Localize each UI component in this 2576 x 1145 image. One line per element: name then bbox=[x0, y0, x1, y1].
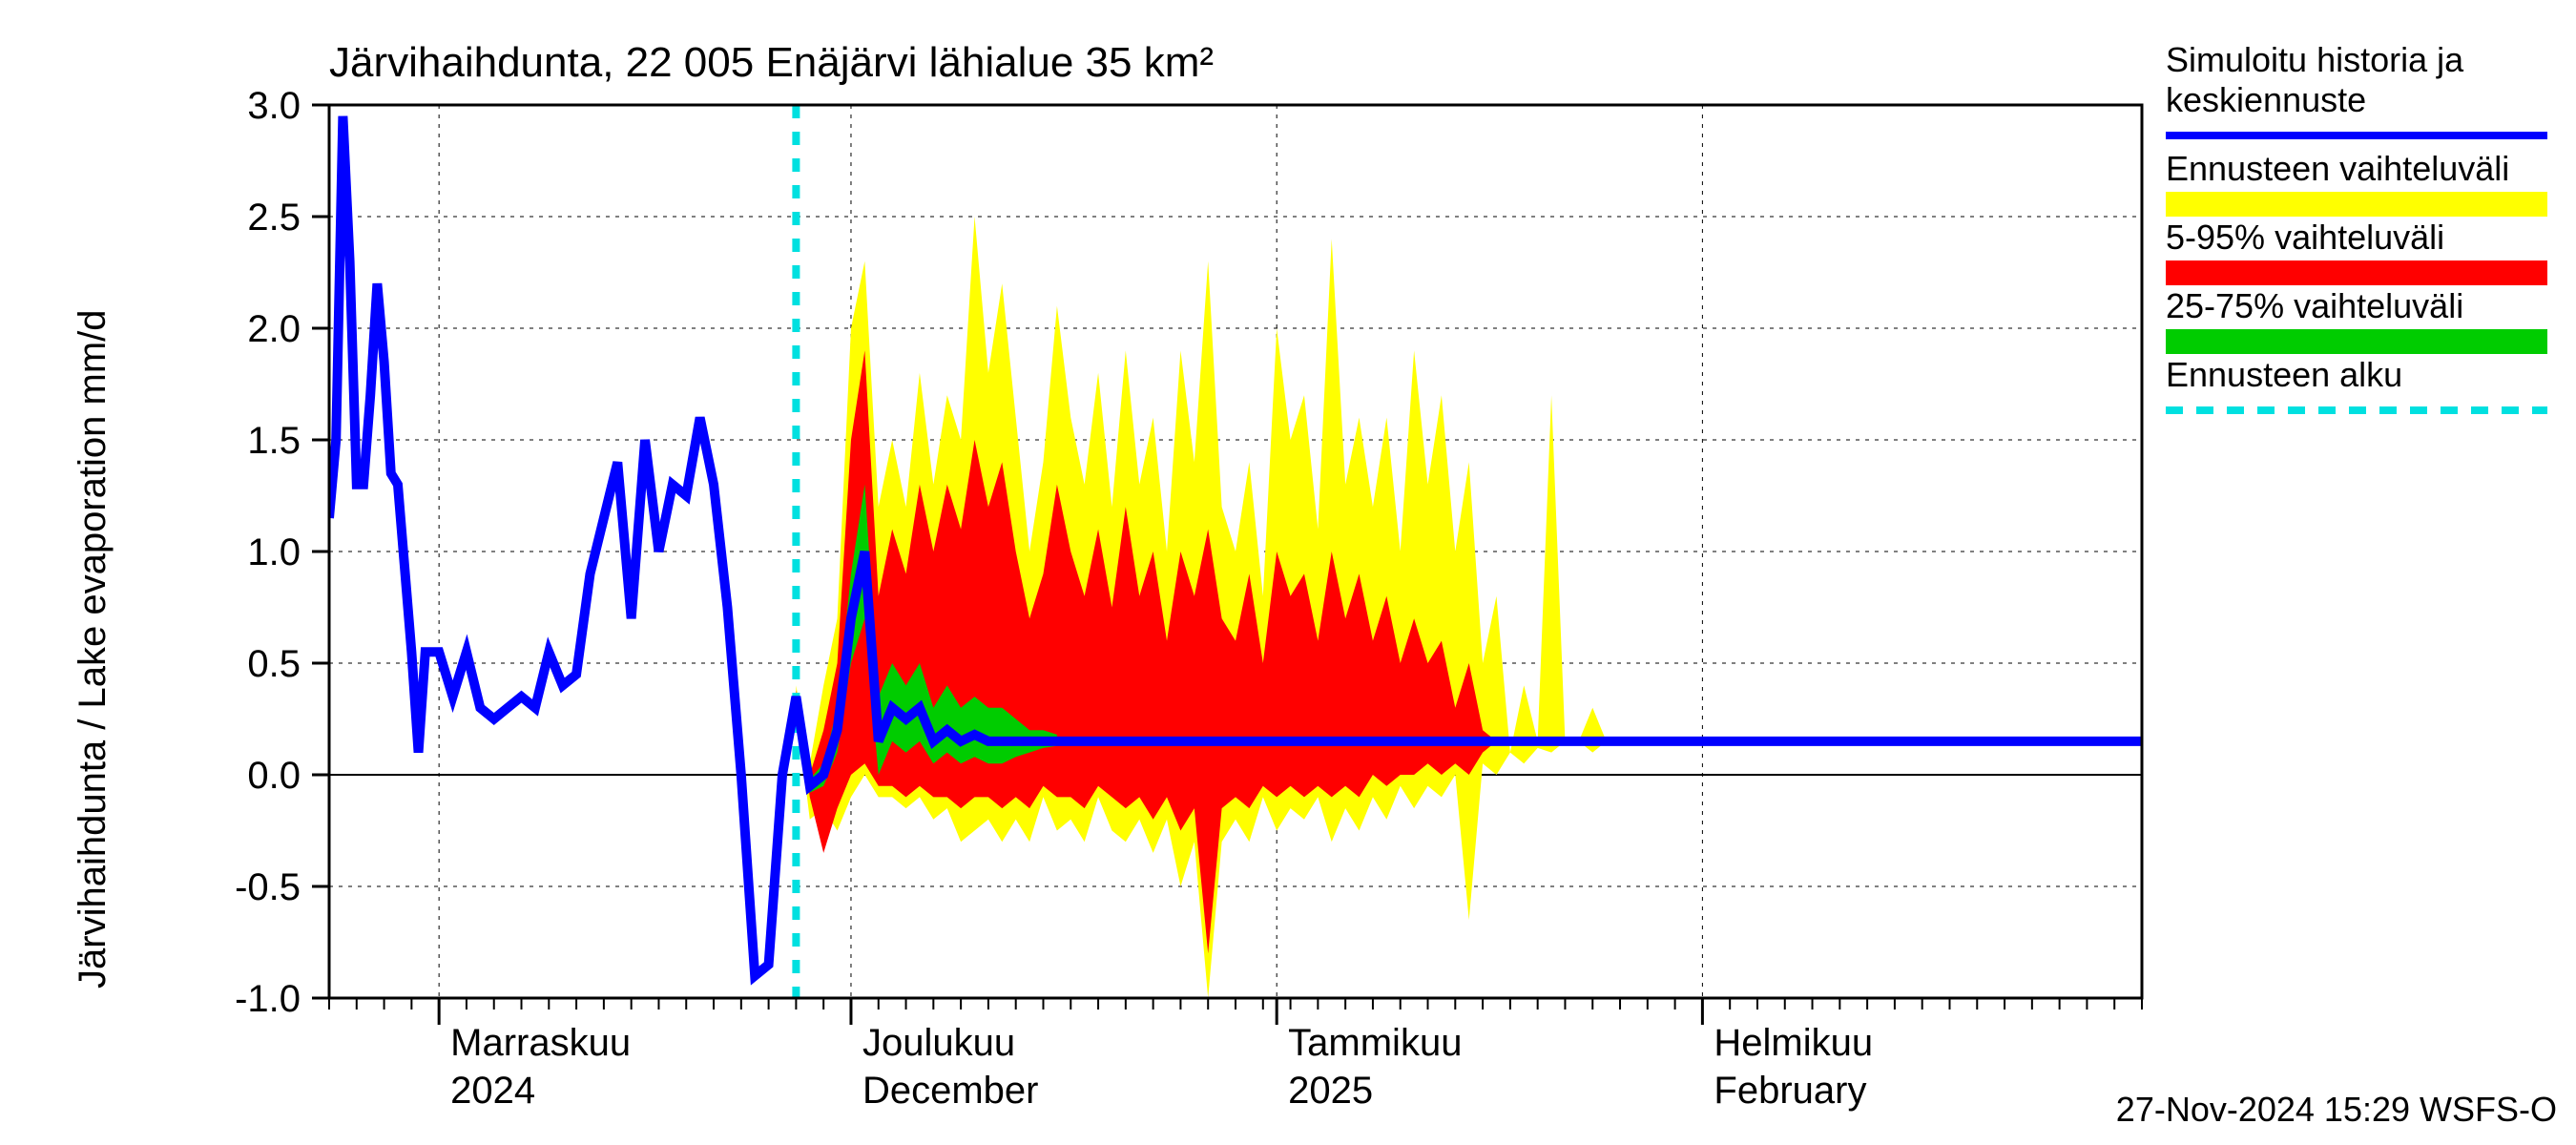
legend-label: 25-75% vaihteluväli bbox=[2166, 286, 2463, 325]
chart-title: Järvihaihdunta, 22 005 Enäjärvi lähialue… bbox=[329, 39, 1214, 86]
month-label-bottom: 2024 bbox=[450, 1070, 535, 1112]
month-label-bottom: February bbox=[1714, 1070, 1866, 1112]
month-label-bottom: 2025 bbox=[1288, 1070, 1373, 1112]
legend-swatch bbox=[2166, 192, 2547, 217]
ytick-label: 0.5 bbox=[247, 643, 301, 685]
month-label-top: Joulukuu bbox=[862, 1022, 1015, 1064]
month-label-top: Tammikuu bbox=[1288, 1022, 1462, 1064]
ytick-label: 3.0 bbox=[247, 85, 301, 127]
legend-label: keskiennuste bbox=[2166, 80, 2366, 119]
series-mean-line bbox=[329, 116, 2142, 976]
chart-svg: -1.0 -0.5 0.0 0.5 1.0 1.5 2.0 2.5 3.0 Marraskuu 20… bbox=[0, 0, 2576, 1145]
ytick-label: 1.0 bbox=[247, 531, 301, 573]
legend-swatch bbox=[2166, 329, 2547, 354]
ytick-label: 2.0 bbox=[247, 308, 301, 350]
ytick-label: 1.5 bbox=[247, 420, 301, 462]
legend-label: Ennusteen alku bbox=[2166, 355, 2402, 394]
month-label-bottom: December bbox=[862, 1070, 1039, 1112]
ytick-label: 2.5 bbox=[247, 197, 301, 239]
ytick-label: 0.0 bbox=[247, 755, 301, 797]
legend-label: Simuloitu historia ja bbox=[2166, 40, 2464, 79]
legend-label: Ennusteen vaihteluväli bbox=[2166, 149, 2509, 188]
band-red bbox=[796, 350, 1496, 953]
month-label-top: Helmikuu bbox=[1714, 1022, 1873, 1064]
y-axis-label: Järvihaihdunta / Lake evaporation mm/d bbox=[72, 309, 114, 989]
ytick-label: -1.0 bbox=[235, 978, 301, 1020]
legend-swatch bbox=[2166, 260, 2547, 285]
month-label-top: Marraskuu bbox=[450, 1022, 631, 1064]
legend-label: 5-95% vaihteluväli bbox=[2166, 218, 2444, 257]
timestamp-label: 27-Nov-2024 15:29 WSFS-O bbox=[2116, 1090, 2557, 1129]
ytick-label: -0.5 bbox=[235, 866, 301, 908]
chart-container: -1.0 -0.5 0.0 0.5 1.0 1.5 2.0 2.5 3.0 Marraskuu 20… bbox=[0, 0, 2576, 1145]
